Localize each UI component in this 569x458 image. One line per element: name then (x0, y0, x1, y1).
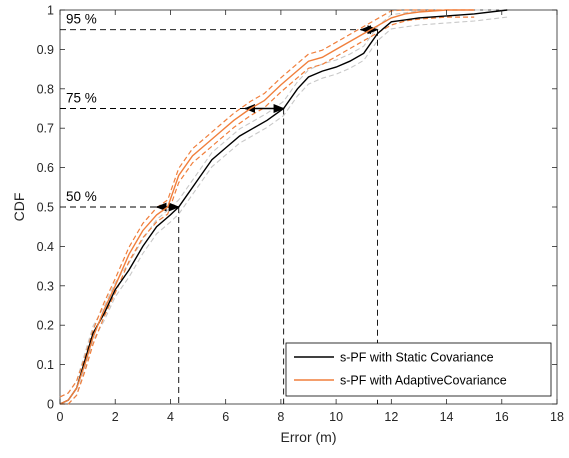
percentile-label: 95 % (66, 12, 97, 27)
y-tick-label: 0.2 (37, 319, 54, 333)
legend-label-adaptive: s-PF with AdaptiveCovariance (340, 374, 507, 388)
y-tick-label: 0.8 (37, 82, 54, 96)
static-band-lower (60, 16, 508, 405)
series-lines (59, 9, 508, 405)
x-tick-label: 16 (495, 410, 509, 424)
y-axis-label: CDF (11, 193, 27, 222)
x-tick-label: 0 (57, 410, 64, 424)
percentile-label: 50 % (66, 189, 97, 204)
static-band-upper (59, 9, 508, 398)
x-tick-label: 2 (112, 410, 119, 424)
percentile-guides: 95 % 75 % 50 % (60, 12, 379, 404)
adaptive-band-upper (59, 9, 475, 398)
adaptive-series-line (59, 9, 475, 405)
x-tick-label: 18 (550, 410, 564, 424)
x-tick-label: 4 (167, 410, 174, 424)
percentile-label: 75 % (66, 91, 97, 106)
adaptive-band-lower (60, 16, 475, 405)
legend-label-static: s-PF with Static Covariance (340, 351, 494, 365)
confidence-bands (59, 9, 508, 405)
x-tick-label: 14 (440, 410, 454, 424)
y-tick-label: 0.9 (37, 43, 54, 57)
x-tick-label: 6 (222, 410, 229, 424)
x-tick-label: 12 (384, 410, 398, 424)
x-tick-label: 10 (329, 410, 343, 424)
legend-box (285, 342, 552, 397)
static-series-line (59, 9, 508, 405)
x-axis-label: Error (m) (281, 429, 337, 445)
x-tick-label: 8 (277, 410, 284, 424)
y-tick-label: 0.1 (37, 358, 54, 372)
y-tick-label: 0.6 (37, 161, 54, 175)
y-tick-label: 0 (47, 398, 54, 412)
y-tick-label: 0.7 (37, 122, 54, 136)
y-tick-label: 0.4 (37, 240, 54, 254)
y-tick-label: 1 (47, 4, 54, 18)
axis-ticks: 0 2 4 6 8 10 12 14 16 18 0 0.1 0.2 0.3 0.4 0.5 0.6 0.7 0.8… (37, 4, 564, 425)
y-tick-label: 0.5 (37, 201, 54, 215)
legend: s-PF with Static Covariance s-PF with Ad… (285, 342, 552, 397)
y-tick-label: 0.3 (37, 279, 54, 293)
